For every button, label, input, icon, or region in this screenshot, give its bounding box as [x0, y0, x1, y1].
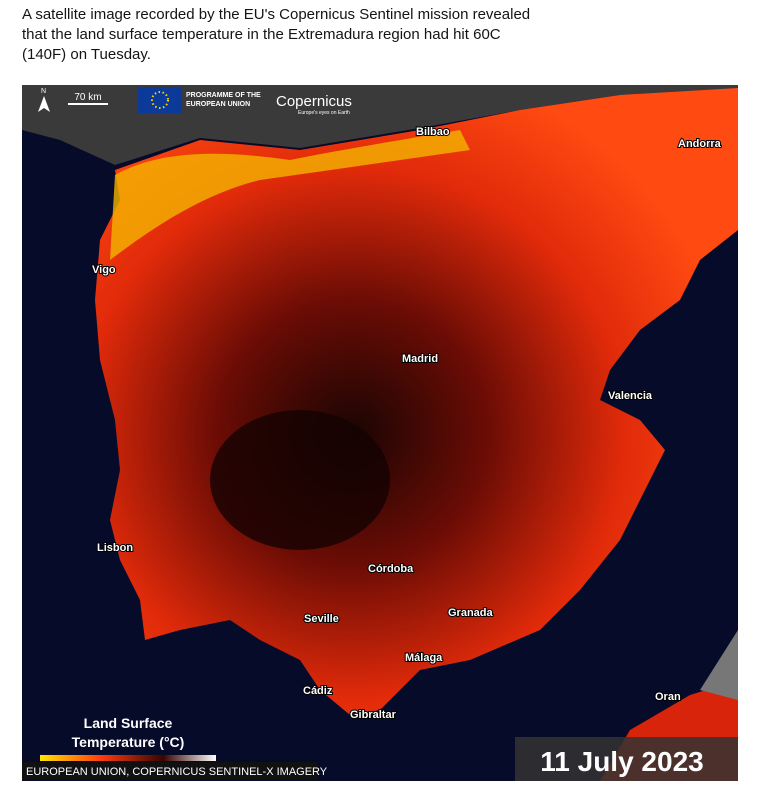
caption-line: (140F) on Tuesday. — [22, 46, 151, 63]
satellite-map: N 70 km PROGRAMME OF THE EUROPEAN UNION Cope… — [22, 85, 738, 781]
place-label: Andorra — [678, 138, 722, 150]
place-label: Lisbon — [97, 542, 133, 554]
credit-bg — [22, 762, 318, 780]
north-arrow — [38, 96, 50, 112]
eu-flag — [138, 87, 182, 113]
caption-line: that the land surface temperature in the… — [22, 26, 501, 43]
place-label: Madrid — [402, 353, 438, 365]
north-label: N — [41, 88, 46, 95]
africa-rock — [700, 630, 738, 700]
brand: Copernicus — [276, 93, 352, 110]
credit: EUROPEAN UNION, COPERNICUS SENTINEL-X IM… — [26, 766, 328, 778]
cool-north — [110, 130, 470, 260]
place-label: Bilbao — [416, 126, 450, 138]
caption-line: A satellite image recorded by the EU's C… — [22, 6, 531, 23]
place-label: Gibraltar — [350, 709, 397, 721]
place-label: Cádiz — [303, 685, 333, 697]
place-label: Oran — [655, 691, 681, 703]
eu-stars — [151, 91, 169, 109]
legend-bar — [40, 755, 216, 761]
brand-tagline: Europe's eyes on Earth — [298, 110, 350, 116]
scale-label: 70 km — [74, 92, 101, 103]
programme-label: EUROPEAN UNION — [186, 101, 250, 108]
place-label: Málaga — [405, 652, 443, 664]
iberia-land — [95, 88, 738, 715]
place-label: Vigo — [92, 264, 116, 276]
programme-label: PROGRAMME OF THE — [186, 92, 261, 99]
place-label: Córdoba — [368, 563, 414, 575]
date: 11 July 2023 — [540, 746, 703, 777]
place-label: Valencia — [608, 390, 653, 402]
caption: A satellite image recorded by the EU's C… — [22, 5, 530, 65]
legend-title: Temperature (°C) — [72, 734, 185, 750]
legend-title: Land Surface — [84, 715, 173, 731]
hot-core — [210, 410, 390, 550]
place-label: Seville — [304, 613, 339, 625]
france-land — [22, 85, 738, 165]
place-label: Granada — [448, 607, 494, 619]
date-bg — [515, 737, 738, 781]
